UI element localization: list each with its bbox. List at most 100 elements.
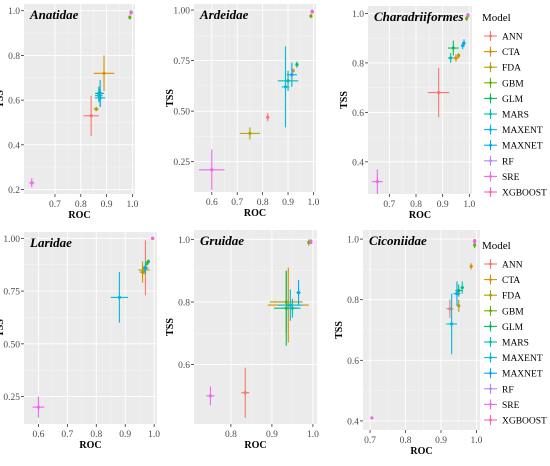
data-point-sre <box>32 396 45 418</box>
mean-point <box>283 85 288 89</box>
legend-key-cta <box>484 274 497 285</box>
x-tick-label: 0.7 <box>49 200 61 210</box>
data-point-cta <box>93 55 115 92</box>
y-tick-label: 0.4 <box>347 417 359 427</box>
legend-label: XGBOOST <box>502 417 547 427</box>
data-point-sre <box>370 416 374 420</box>
legend-key-xgboost <box>484 415 497 425</box>
legend-label: GBM <box>502 79 524 89</box>
data-point-fda <box>239 127 261 140</box>
x-tick-label: 0.8 <box>410 200 422 210</box>
data-point-ann <box>446 299 454 318</box>
mean-point <box>129 11 133 15</box>
y-tick-label: 0.6 <box>8 97 20 107</box>
legend-label: RF <box>502 385 514 395</box>
x-axis-title: ROC <box>410 446 432 457</box>
data-point-maxent <box>446 293 457 355</box>
data-point-gbm <box>145 261 149 266</box>
panel-gruidae: 0.8 0.9 1.0 0.6 0.8 1.0 Gruidae ROC TSS <box>165 230 319 451</box>
panel-laridae: 0.6 0.7 0.8 0.9 1.0 0.25 0.50 0.75 1.00 Laridae RO… <box>0 232 160 451</box>
mean-point <box>117 295 122 300</box>
mean-point <box>296 290 301 295</box>
mean-point <box>454 56 458 60</box>
legend-key-point <box>489 65 492 69</box>
x-tick-label: 0.8 <box>257 198 269 208</box>
x-tick-label: 0.6 <box>206 198 218 208</box>
plot-background <box>368 6 472 194</box>
legend-key-mars <box>484 109 497 119</box>
data-point-ann <box>241 367 250 418</box>
y-axis-title: TSS <box>165 89 176 107</box>
mean-point <box>465 16 469 20</box>
y-tick-label: 1.0 <box>8 7 20 17</box>
mean-point <box>449 56 453 60</box>
legend-label: ANN <box>502 261 523 271</box>
y-tick-label: 1.0 <box>352 10 364 20</box>
legend-key-sre <box>484 399 497 410</box>
mean-point <box>128 15 132 20</box>
y-tick-label: 0.8 <box>352 59 364 69</box>
data-point-gbm <box>309 14 313 19</box>
mean-point <box>89 114 93 118</box>
mean-point <box>370 416 374 420</box>
mean-point <box>310 10 314 14</box>
y-tick-label: 1.0 <box>178 236 190 246</box>
plot-background <box>24 232 157 424</box>
panel-anatidae: 0.7 0.8 0.9 1.0 0.2 0.4 0.6 0.8 1.0 Anatidae ROC TS… <box>0 4 139 221</box>
x-tick-label: 0.8 <box>400 436 412 446</box>
legend-key-glm <box>484 93 497 104</box>
data-point-glm <box>448 40 459 56</box>
x-tick-label: 1.0 <box>463 200 475 210</box>
y-axis-title: TSS <box>334 321 345 339</box>
mean-point <box>248 131 252 135</box>
legend-key-fda <box>484 290 497 301</box>
legend-key-point <box>489 97 492 100</box>
legend-key-point <box>489 175 492 178</box>
legend-key-fda <box>484 62 497 73</box>
y-tick-label: 0.50 <box>3 340 20 350</box>
x-tick-label: 0.8 <box>75 200 87 210</box>
data-point-xgboost <box>151 236 155 240</box>
x-tick-label: 0.9 <box>101 200 113 210</box>
mean-point <box>290 306 294 310</box>
data-point-xgboost <box>129 11 133 15</box>
legend-label: MAXENT <box>502 126 543 136</box>
y-axis-title: TSS <box>165 318 176 336</box>
x-tick-label: 0.8 <box>90 430 102 440</box>
legend-key-point <box>489 278 492 281</box>
legend-label: MARS <box>502 111 529 121</box>
legend-key-point <box>489 371 492 375</box>
legend-label: GLM <box>502 95 524 105</box>
mean-point <box>309 240 313 245</box>
legend-key-maxent <box>484 352 497 363</box>
data-point-maxent <box>110 272 129 323</box>
legend-key-point <box>489 128 492 132</box>
y-tick-label: 1.00 <box>173 7 190 17</box>
panel-charadriiformes: 0.7 0.8 0.9 1.0 0.4 0.6 0.8 1.0 Charadriiformes R… <box>339 6 476 221</box>
legend-key-gbm <box>484 305 497 316</box>
x-axis-title: ROC <box>244 208 266 219</box>
legend-label: ANN <box>502 33 523 43</box>
legend-label: FDA <box>502 292 521 302</box>
mean-point <box>448 307 452 311</box>
data-point-fda <box>457 299 461 312</box>
legend-key-point <box>489 159 492 163</box>
mean-point <box>473 243 477 247</box>
panel-title: Ciconiidae <box>369 233 427 248</box>
plot-background <box>194 230 317 424</box>
mean-point <box>457 289 461 293</box>
x-axis-title: ROC <box>244 440 266 451</box>
y-axis-title: TSS <box>339 91 350 109</box>
data-point-xgboost <box>466 14 470 18</box>
legend-key-maxnet <box>484 368 497 379</box>
legend-key-point <box>489 387 492 391</box>
legend-key-point <box>489 262 492 266</box>
legend-key-point <box>489 309 492 313</box>
data-point-maxnet <box>462 39 466 47</box>
legend-label: FDA <box>502 64 521 74</box>
x-tick-label: 0.7 <box>61 430 73 440</box>
mean-point <box>36 405 41 409</box>
x-tick-label: 1.0 <box>148 430 160 440</box>
panel-title: Ardeidae <box>199 7 249 22</box>
y-tick-label: 0.6 <box>352 109 364 119</box>
